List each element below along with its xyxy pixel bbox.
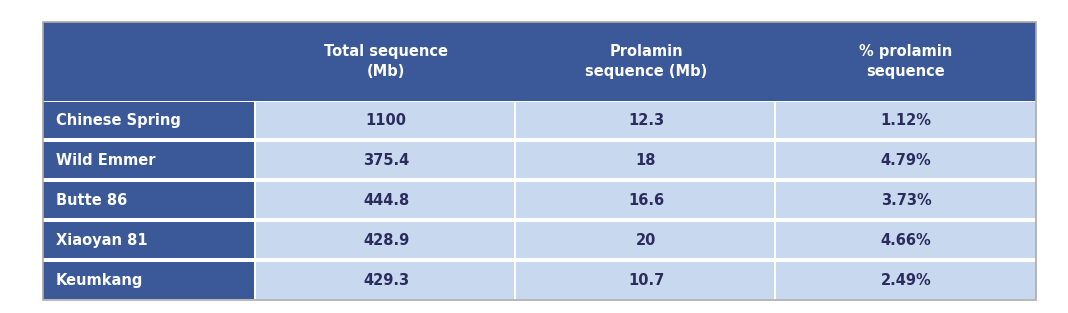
Bar [514,142,516,179]
Bar [516,222,776,259]
Bar [776,222,1036,259]
Bar [43,262,256,299]
Text: Wild Emmer: Wild Emmer [56,153,155,168]
Bar [774,262,776,299]
Text: Prolamin
sequence (Mb): Prolamin sequence (Mb) [585,44,707,79]
Text: Total sequence
(Mb): Total sequence (Mb) [324,44,449,79]
Bar [256,22,516,101]
Bar [774,142,776,179]
Text: 1.12%: 1.12% [880,113,931,128]
Bar [776,142,1036,179]
Text: 428.9: 428.9 [363,233,409,248]
Bar [43,258,1036,259]
Bar [43,182,256,219]
Bar [516,102,776,140]
Bar [43,222,256,259]
Bar [43,22,256,101]
Bar [43,22,1036,300]
Text: 3.73%: 3.73% [881,193,931,208]
Text: Chinese Spring: Chinese Spring [56,113,180,128]
Bar [256,102,516,140]
Bar [776,22,1036,101]
Bar [776,102,1036,140]
Bar [514,182,516,219]
Bar [43,178,1036,179]
Bar [254,142,256,179]
Bar [514,262,516,299]
Text: 18: 18 [635,153,656,168]
Bar [516,142,776,179]
Bar [516,22,776,101]
Text: 429.3: 429.3 [363,273,409,288]
Bar [256,222,516,259]
Bar [43,101,1036,103]
Text: Butte 86: Butte 86 [56,193,127,208]
Bar [43,142,256,179]
Text: 2.49%: 2.49% [881,273,931,288]
Bar [776,182,1036,219]
Text: 20: 20 [635,233,656,248]
Text: Xiaoyan 81: Xiaoyan 81 [56,233,147,248]
Bar [774,222,776,259]
Bar [254,222,256,259]
Text: 4.79%: 4.79% [881,153,931,168]
Text: % prolamin
sequence: % prolamin sequence [860,44,953,79]
Bar [774,102,776,140]
Text: 1100: 1100 [365,113,407,128]
Bar [254,102,256,140]
Bar [516,182,776,219]
Bar [774,182,776,219]
Bar [254,182,256,219]
Bar [516,262,776,299]
Bar [514,102,516,140]
Text: 375.4: 375.4 [363,153,409,168]
Bar [776,262,1036,299]
Bar [43,102,256,140]
Bar [254,262,256,299]
Bar [43,218,1036,219]
Bar [256,262,516,299]
Text: Keumkang: Keumkang [56,273,143,288]
Text: 444.8: 444.8 [363,193,409,208]
Text: 12.3: 12.3 [628,113,664,128]
Bar [256,182,516,219]
Bar [256,142,516,179]
Text: 16.6: 16.6 [628,193,664,208]
Text: 10.7: 10.7 [628,273,664,288]
Bar [43,138,1036,140]
Bar [514,222,516,259]
Text: 4.66%: 4.66% [881,233,931,248]
